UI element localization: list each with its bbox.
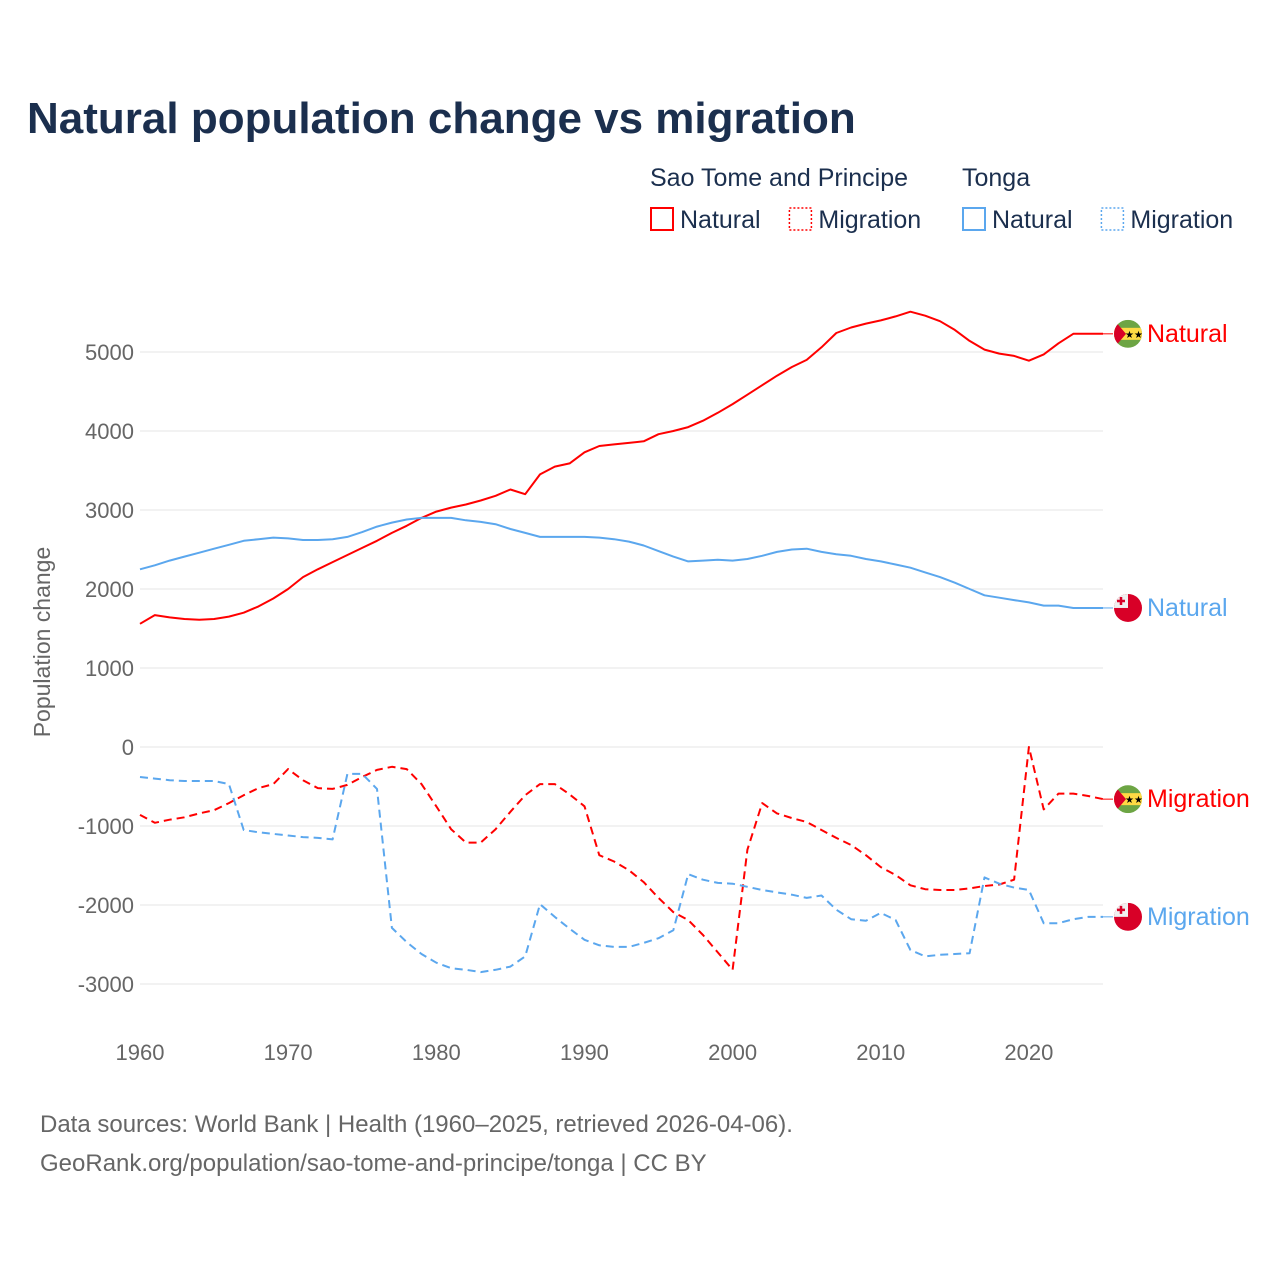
legend-item[interactable]: Natural bbox=[992, 206, 1073, 234]
series-line-0 bbox=[139, 310, 1103, 625]
legend-item[interactable]: Migration bbox=[818, 206, 921, 234]
chart-title: Natural population change vs migration bbox=[27, 94, 856, 143]
x-tick-label: 1960 bbox=[116, 1040, 165, 1065]
series-lines bbox=[139, 310, 1104, 974]
legend-swatch[interactable] bbox=[788, 207, 813, 231]
grid: 5000 4000 3000 2000 1000 0 -1000 -2000 -3000 1960… bbox=[78, 340, 1103, 1065]
legend-swatch[interactable] bbox=[650, 207, 674, 231]
series-line-1 bbox=[139, 516, 1103, 609]
y-tick-label: -1000 bbox=[78, 814, 134, 839]
y-tick-label: 0 bbox=[122, 735, 134, 760]
end-labels: ★★ Natural Natural ★★ Migration Migration bbox=[1103, 319, 1250, 931]
y-tick-label: 5000 bbox=[85, 340, 134, 365]
y-tick-label: 4000 bbox=[85, 419, 134, 444]
x-tick-label: 2010 bbox=[856, 1040, 905, 1065]
footer-sources: Data sources: World Bank | Health (1960–… bbox=[40, 1111, 793, 1138]
x-tick-label: 2000 bbox=[708, 1040, 757, 1065]
legend-group-title: Sao Tome and Principe bbox=[650, 164, 908, 192]
legend-swatch[interactable] bbox=[962, 207, 986, 231]
x-tick-label: 1990 bbox=[560, 1040, 609, 1065]
y-tick-label: -2000 bbox=[78, 893, 134, 918]
legend: Sao Tome and Principe Natural Migration Ton… bbox=[650, 164, 1233, 234]
y-tick-label: -3000 bbox=[78, 972, 134, 997]
end-label: Natural bbox=[1147, 320, 1228, 348]
series-line-2 bbox=[139, 746, 1104, 971]
legend-swatch[interactable] bbox=[1100, 207, 1125, 231]
stp-flag-icon: ★★ bbox=[1114, 319, 1143, 348]
legend-item[interactable]: Migration bbox=[1130, 206, 1233, 234]
series-line-3 bbox=[139, 772, 1103, 974]
end-label: Migration bbox=[1147, 785, 1250, 813]
x-tick-label: 1980 bbox=[412, 1040, 461, 1065]
footer-url[interactable]: GeoRank.org/population/sao-tome-and-prin… bbox=[40, 1150, 707, 1177]
tonga-flag-icon bbox=[1114, 593, 1142, 622]
y-axis-label: Population change bbox=[29, 547, 55, 738]
end-label: Migration bbox=[1147, 903, 1250, 931]
x-tick-label: 1970 bbox=[264, 1040, 313, 1065]
legend-item[interactable]: Natural bbox=[680, 206, 761, 234]
tonga-flag-icon bbox=[1114, 902, 1142, 931]
y-tick-label: 3000 bbox=[85, 498, 134, 523]
legend-group-title: Tonga bbox=[962, 164, 1030, 192]
y-tick-label: 1000 bbox=[85, 656, 134, 681]
svg-text:★★: ★★ bbox=[1125, 795, 1143, 806]
x-tick-label: 2020 bbox=[1004, 1040, 1053, 1065]
svg-text:★★: ★★ bbox=[1125, 330, 1143, 341]
end-label: Natural bbox=[1147, 594, 1228, 622]
y-tick-label: 2000 bbox=[85, 577, 134, 602]
stp-flag-icon: ★★ bbox=[1114, 785, 1143, 814]
